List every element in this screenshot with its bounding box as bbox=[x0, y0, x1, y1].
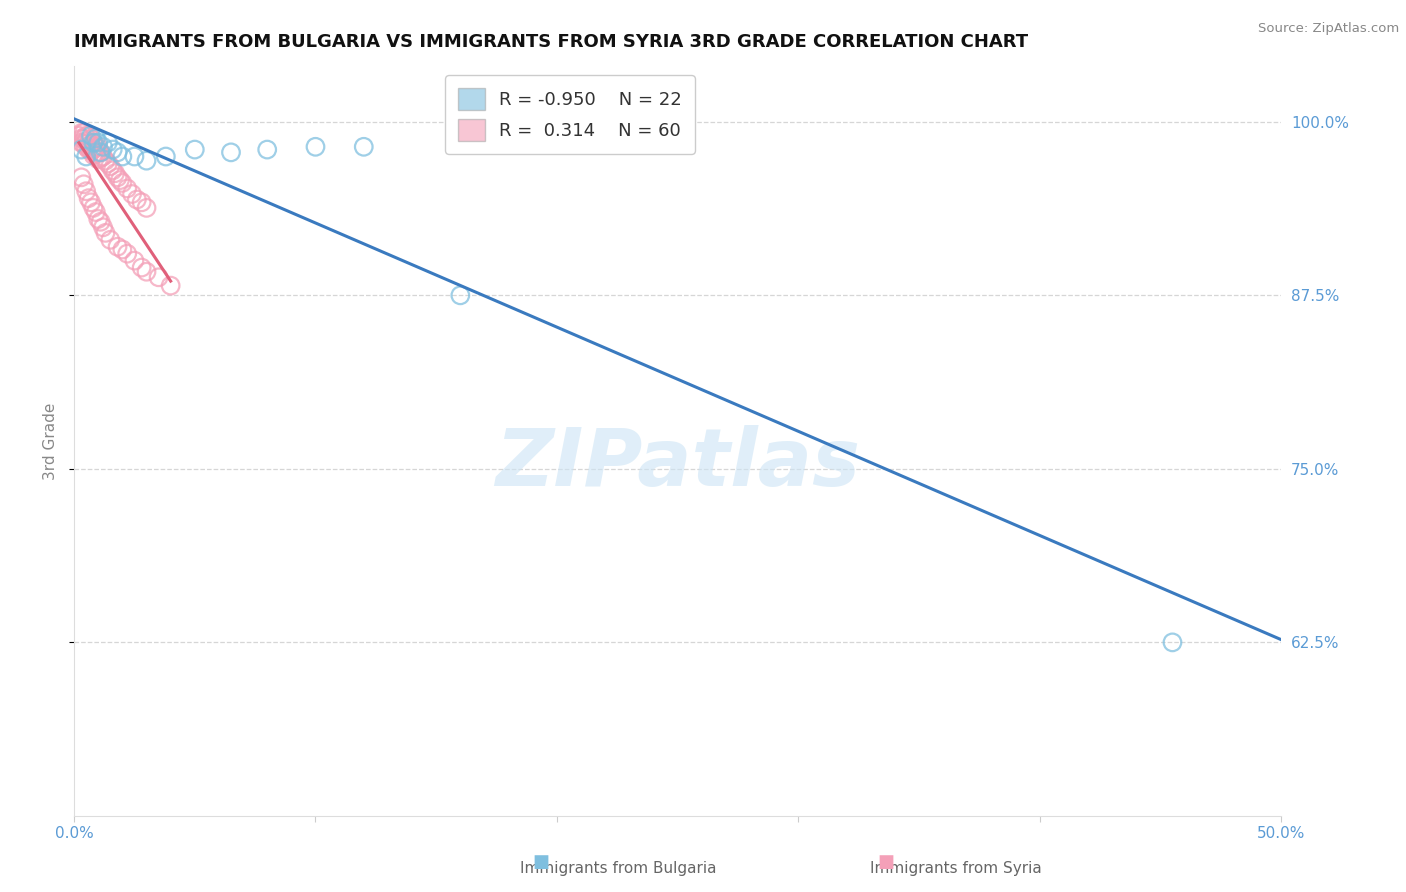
Point bbox=[87, 145, 110, 160]
Point bbox=[101, 143, 124, 157]
Point bbox=[135, 201, 157, 215]
Point bbox=[159, 278, 181, 293]
Point bbox=[80, 131, 103, 145]
Point bbox=[111, 176, 134, 190]
Point bbox=[82, 136, 104, 150]
Point bbox=[73, 131, 96, 145]
Point bbox=[70, 143, 93, 157]
Point bbox=[107, 170, 129, 185]
Text: ■: ■ bbox=[533, 854, 550, 871]
Point bbox=[107, 145, 129, 160]
Point bbox=[91, 149, 114, 163]
Point bbox=[125, 193, 148, 207]
Point bbox=[124, 149, 146, 163]
Point bbox=[75, 184, 97, 198]
Point bbox=[77, 191, 100, 205]
Point bbox=[135, 153, 157, 168]
Point bbox=[304, 140, 326, 154]
Point bbox=[75, 140, 97, 154]
Point bbox=[90, 215, 112, 229]
Point bbox=[148, 270, 170, 285]
Point bbox=[111, 149, 134, 163]
Point bbox=[70, 131, 93, 145]
Point bbox=[84, 146, 107, 161]
Point bbox=[80, 136, 103, 151]
Point bbox=[98, 159, 121, 173]
Point bbox=[91, 220, 114, 235]
Point bbox=[115, 246, 138, 260]
Point bbox=[77, 136, 100, 150]
Point bbox=[97, 136, 120, 150]
Point bbox=[131, 195, 153, 210]
Point bbox=[80, 195, 103, 210]
Point bbox=[184, 143, 207, 157]
Point bbox=[80, 128, 103, 143]
Point bbox=[82, 143, 104, 157]
Text: Immigrants from Syria: Immigrants from Syria bbox=[870, 861, 1042, 876]
Point bbox=[87, 136, 110, 150]
Point bbox=[77, 143, 100, 157]
Point bbox=[73, 126, 96, 140]
Text: Source: ZipAtlas.com: Source: ZipAtlas.com bbox=[1258, 22, 1399, 36]
Point bbox=[107, 240, 129, 254]
Point bbox=[70, 136, 93, 150]
Point bbox=[84, 140, 107, 154]
Point bbox=[75, 128, 97, 143]
Point bbox=[67, 128, 90, 143]
Point bbox=[75, 149, 97, 163]
Point bbox=[73, 136, 96, 151]
Text: Immigrants from Bulgaria: Immigrants from Bulgaria bbox=[520, 861, 717, 876]
Point bbox=[90, 145, 112, 160]
Point bbox=[82, 148, 104, 162]
Point bbox=[135, 265, 157, 279]
Point bbox=[94, 153, 117, 168]
Point bbox=[80, 144, 103, 158]
Point bbox=[84, 205, 107, 219]
Point bbox=[449, 288, 471, 302]
Point bbox=[90, 151, 112, 165]
Point bbox=[87, 211, 110, 226]
Point bbox=[108, 173, 131, 187]
Point bbox=[87, 140, 110, 154]
Point bbox=[97, 156, 120, 170]
Point bbox=[98, 233, 121, 247]
Point bbox=[353, 140, 375, 154]
Point bbox=[121, 186, 143, 201]
Legend: R = -0.950    N = 22, R =  0.314    N = 60: R = -0.950 N = 22, R = 0.314 N = 60 bbox=[446, 75, 695, 153]
Text: ZIPatlas: ZIPatlas bbox=[495, 425, 860, 502]
Y-axis label: 3rd Grade: 3rd Grade bbox=[44, 402, 58, 480]
Point bbox=[73, 178, 96, 192]
Point bbox=[115, 181, 138, 195]
Text: ■: ■ bbox=[877, 854, 894, 871]
Point bbox=[1161, 635, 1184, 649]
Point bbox=[70, 170, 93, 185]
Point bbox=[82, 201, 104, 215]
Point bbox=[256, 143, 278, 157]
Text: IMMIGRANTS FROM BULGARIA VS IMMIGRANTS FROM SYRIA 3RD GRADE CORRELATION CHART: IMMIGRANTS FROM BULGARIA VS IMMIGRANTS F… bbox=[75, 33, 1028, 51]
Point bbox=[75, 134, 97, 148]
Point bbox=[111, 243, 134, 257]
Point bbox=[104, 166, 127, 180]
Point bbox=[82, 136, 104, 150]
Point bbox=[94, 226, 117, 240]
Point bbox=[124, 253, 146, 268]
Point bbox=[101, 163, 124, 178]
Point bbox=[90, 145, 112, 160]
Point bbox=[91, 140, 114, 154]
Point bbox=[70, 126, 93, 140]
Point bbox=[155, 149, 177, 163]
Point bbox=[77, 128, 100, 143]
Point bbox=[219, 145, 242, 160]
Point bbox=[84, 131, 107, 145]
Point bbox=[131, 260, 153, 275]
Point bbox=[87, 153, 110, 167]
